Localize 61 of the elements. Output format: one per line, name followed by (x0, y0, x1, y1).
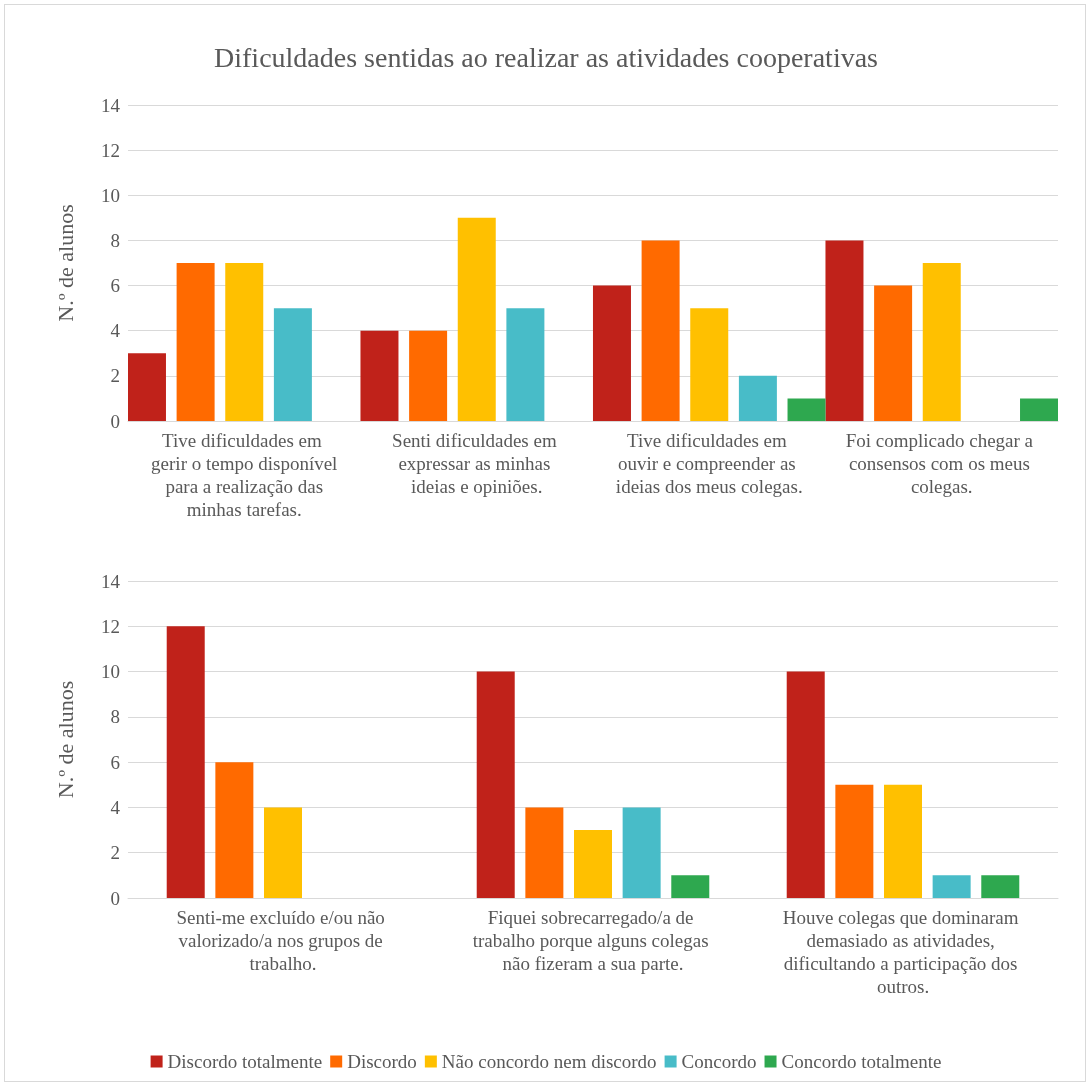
y-tick-label: 4 (110, 796, 121, 818)
bar (690, 308, 729, 421)
bar (360, 330, 399, 421)
y-tick-label: 10 (101, 661, 120, 683)
y-tick-label: 8 (110, 706, 120, 728)
y-tick-label: 8 (110, 229, 120, 251)
bar (574, 830, 612, 898)
bar (409, 330, 448, 421)
y-axis-title: N.º de alunos (52, 680, 78, 799)
bar (874, 285, 913, 421)
bar (922, 263, 961, 421)
y-tick-label: 14 (101, 94, 121, 116)
y-tick-label: 6 (110, 275, 120, 297)
bar (166, 626, 205, 898)
y-tick-label: 0 (110, 887, 120, 909)
x-tick-label: Fiquei sobrecarregado/a de trabalho porque alguns colegas não fizeram a sua parte. (472, 907, 714, 974)
bar (932, 875, 971, 898)
bar (264, 807, 302, 898)
bar (225, 263, 264, 421)
legend-label: Discordo totalmente (167, 1051, 323, 1072)
bar (476, 671, 515, 898)
bar (1020, 398, 1058, 421)
y-axis-title: N.º de alunos (52, 204, 78, 322)
bar (671, 875, 710, 898)
bar (825, 240, 864, 421)
y-tick-label: 14 (101, 570, 121, 592)
legend-label: Concordo totalmente (781, 1051, 942, 1072)
x-tick-label: Senti-me excluído e/ou não valorizado/a nos grupos de trabalho. (176, 907, 390, 974)
legend-label: Discordo (347, 1051, 417, 1072)
bar (176, 263, 215, 421)
x-tick-label: Foi complicado chegar a consensos com os meus colegas. (845, 430, 1038, 497)
x-tick-label: Tive dificuldades em ouvir e compreender as ideias dos meus colegas. (615, 430, 803, 497)
bar (884, 784, 922, 898)
bar (622, 807, 661, 898)
bar (981, 875, 1020, 898)
bar (738, 375, 777, 421)
y-tick-label: 12 (101, 139, 120, 161)
y-tick-label: 12 (101, 615, 120, 637)
chart-title: Dificuldades sentidas ao realizar as atividades cooperativas (214, 41, 878, 73)
bar (787, 398, 826, 421)
x-tick-label: Senti dificuldades em expressar as minhas ideias e opiniões. (392, 430, 562, 497)
bar (457, 217, 496, 421)
y-tick-label: 0 (110, 410, 120, 432)
bar (273, 308, 312, 421)
bar (215, 762, 254, 898)
legend-label: Concordo (681, 1051, 757, 1072)
x-tick-label: Tive dificuldades em gerir o tempo disponível para a realização das minhas tarefas. (151, 430, 338, 520)
bar (786, 671, 825, 898)
bar (592, 285, 631, 421)
bar (506, 308, 545, 421)
y-tick-label: 4 (110, 320, 121, 342)
y-tick-label: 2 (110, 842, 120, 864)
y-tick-label: 6 (110, 751, 120, 773)
bar (525, 807, 564, 898)
bar (835, 784, 874, 898)
x-tick-label: Houve colegas que dominaram demasiado as atividades, dificultando a participação dos outros. (782, 907, 1024, 997)
bar (641, 240, 680, 421)
legend-label: Não concordo nem discordo (441, 1051, 657, 1072)
y-tick-label: 10 (101, 184, 120, 206)
y-tick-label: 2 (110, 365, 120, 387)
bar (128, 353, 166, 421)
